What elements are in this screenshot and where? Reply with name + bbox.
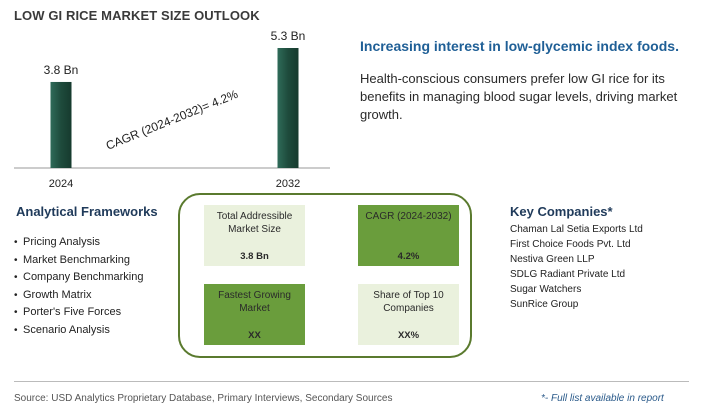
bar-value-label: 3.8 Bn: [44, 63, 79, 77]
bar-2024: [50, 81, 72, 168]
company-item: SDLG Radiant Private Ltd: [510, 269, 626, 280]
company-item: Nestiva Green LLP: [510, 254, 595, 265]
bullet-icon: •: [14, 324, 18, 336]
metric-value: 4.2%: [397, 251, 420, 262]
bullet-icon: •: [14, 254, 18, 266]
metric-fastest-growing-market: Fastest Growing Market XX: [204, 284, 305, 345]
company-item: First Choice Foods Pvt. Ltd: [510, 239, 631, 250]
source-note: Source: USD Analytics Proprietary Databa…: [14, 393, 393, 404]
framework-label: Pricing Analysis: [23, 236, 101, 248]
frameworks-list: • Pricing Analysis • Market Benchmarking •…: [14, 234, 143, 339]
framework-label: Growth Matrix: [23, 288, 92, 301]
market-size-chart: 3.8 Bn 2024 5.3 Bn 2032 CAGR (2024-2032)= 4…: [14, 29, 330, 190]
bullet-icon: •: [14, 307, 18, 318]
metric-value: XX%: [397, 330, 420, 341]
footnote: *- Full list available in report: [541, 393, 664, 404]
footer-divider: [14, 381, 689, 382]
metric-cagr: CAGR (2024-2032) 4.2%: [358, 205, 459, 266]
framework-item: • Scenario Analysis: [14, 322, 143, 340]
description: Health-conscious consumers prefer low GI…: [360, 71, 678, 122]
frameworks-title: Analytical Frameworks: [16, 204, 158, 219]
metric-label: Share of Top 10 Companies: [373, 290, 444, 314]
company-item: Chaman Lal Setia Exports Ltd: [510, 224, 643, 235]
company-item: SunRice Group: [510, 299, 579, 310]
framework-item: • Growth Matrix: [14, 287, 143, 305]
framework-label: Scenario Analysis: [23, 323, 110, 336]
metric-label: CAGR (2024-2032): [365, 211, 452, 222]
metrics-frame: [178, 193, 472, 358]
metric-total-addressible-market: Total Addressible Market Size 3.8 Bn: [204, 205, 305, 266]
framework-item: • Market Benchmarking: [14, 252, 143, 270]
bullet-icon: •: [14, 289, 18, 301]
framework-label: Company Benchmarking: [23, 271, 144, 283]
bullet-icon: •: [14, 237, 18, 248]
metric-value: XX: [248, 330, 261, 341]
companies-title: Key Companies*: [510, 204, 613, 219]
x-tick-label: 2032: [276, 178, 300, 190]
metric-value: 3.8 Bn: [240, 251, 269, 262]
framework-item: • Porter's Five Forces: [14, 304, 143, 322]
framework-item: • Company Benchmarking: [14, 269, 143, 287]
metric-label: Fastest Growing Market: [218, 290, 291, 314]
bullet-icon: •: [14, 272, 18, 283]
framework-item: • Pricing Analysis: [14, 234, 143, 252]
headline: Increasing interest in low-glycemic inde…: [360, 38, 679, 54]
metric-share-top-10: Share of Top 10 Companies XX%: [358, 284, 459, 345]
x-tick-label: 2024: [49, 178, 73, 190]
metric-label: Total Addressible Market Size: [216, 211, 293, 235]
page-title: LOW GI RICE MARKET SIZE OUTLOOK: [14, 8, 260, 23]
company-item: Sugar Watchers: [510, 284, 582, 295]
cagr-annotation: CAGR (2024-2032)= 4.2%: [104, 87, 240, 153]
bar-2032: [277, 48, 299, 168]
companies-list: Chaman Lal Setia Exports Ltd First Choic…: [510, 222, 643, 312]
framework-label: Market Benchmarking: [23, 253, 130, 266]
bar-value-label: 5.3 Bn: [271, 29, 306, 43]
framework-label: Porter's Five Forces: [23, 306, 122, 318]
